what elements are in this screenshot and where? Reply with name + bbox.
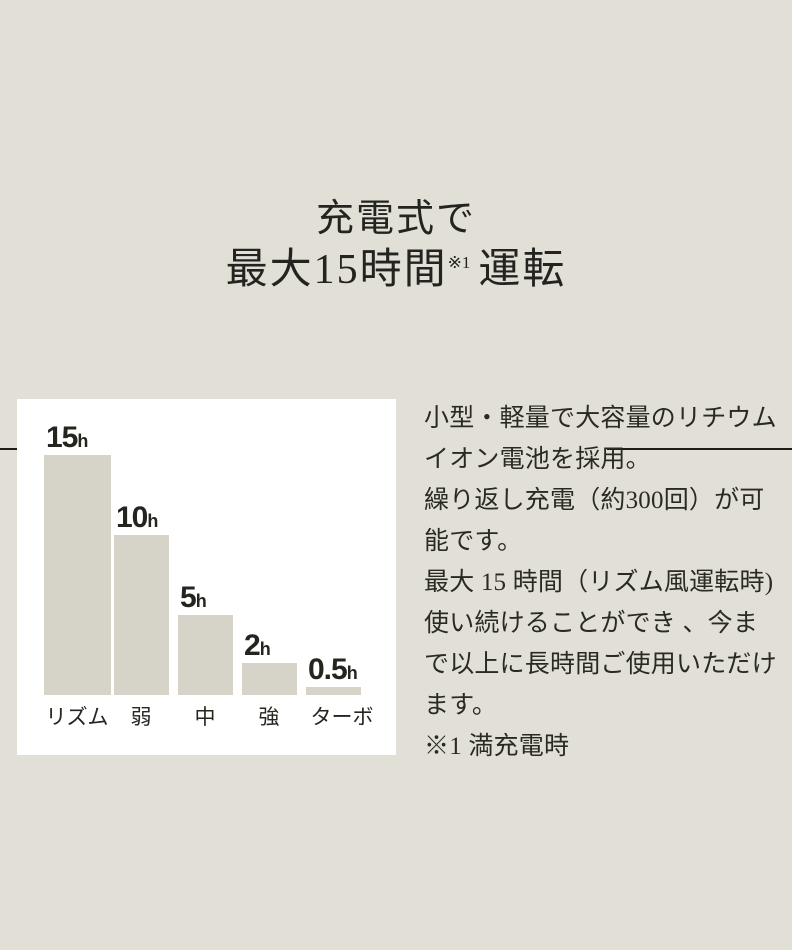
chart-bar-value-number: 5 [180, 581, 197, 614]
chart-bar [242, 663, 297, 695]
chart-bar [44, 455, 111, 695]
chart-category-label: リズム [45, 705, 109, 729]
page-title-tail-text: 運転 [478, 246, 567, 293]
chart-category-label: 弱 [130, 705, 152, 729]
chart-bar-value-label: 5h [180, 583, 207, 613]
heading-band: 充電式で 最大15時間※1 運転 [0, 196, 792, 450]
chart-bar [306, 687, 361, 695]
description-line-3: 最大 15 時間（リズム風運転時)使い続けることができ 、今まで以上に長時間ご使… [424, 569, 777, 719]
chart-bar-value-number: 0.5 [308, 653, 348, 686]
chart-bar-value-label: 15h [46, 423, 88, 453]
chart-bar-value-number: 10 [116, 501, 148, 534]
description-block: 小型・軽量で大容量のリチウムイオン電池を採用。 繰り返し充電（約300回）が可能… [424, 398, 782, 767]
chart-bar-value-unit: h [259, 639, 271, 659]
chart-bar-value-number: 15 [46, 421, 78, 454]
page-title-main-text: 最大15時間 [225, 246, 448, 293]
page-title-line-2: 最大15時間※1 運転 [0, 244, 792, 297]
chart-bar-value-unit: h [346, 663, 358, 683]
heading-rule-right [607, 448, 792, 450]
chart-bar-value-number: 2 [244, 629, 261, 662]
chart-category-label: 強 [258, 705, 280, 729]
chart-bar-value-unit: h [147, 511, 159, 531]
page-title: 充電式で 最大15時間※1 運転 [0, 196, 792, 297]
page-title-footnote-marker: ※1 [447, 252, 471, 272]
battery-runtime-chart: 15h リズム 10h 弱 5h 中 2h 強 0.5h ターボ [17, 399, 396, 755]
chart-plot-area: 15h リズム 10h 弱 5h 中 2h 強 0.5h ターボ [17, 399, 396, 755]
chart-bar-value-unit: h [195, 591, 207, 611]
chart-bar [178, 615, 233, 695]
chart-category-label: ターボ [310, 705, 374, 729]
chart-bar-value-label: 2h [244, 631, 271, 661]
page-title-line-1: 充電式で [315, 198, 476, 240]
chart-bar-value-unit: h [77, 431, 89, 451]
description-line-1: 小型・軽量で大容量のリチウムイオン電池を採用。 [424, 405, 777, 473]
description-footnote: ※1 満充電時 [424, 733, 570, 760]
chart-bar-value-label: 10h [116, 503, 158, 533]
chart-bar [114, 535, 169, 695]
description-line-2: 繰り返し充電（約300回）が可能です。 [424, 487, 765, 555]
chart-bar-value-label: 0.5h [308, 655, 358, 685]
chart-category-label: 中 [194, 705, 216, 729]
